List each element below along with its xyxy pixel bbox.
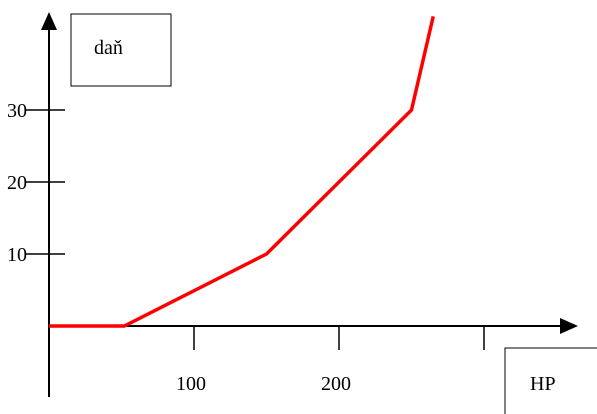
y-tick-label: 30	[7, 100, 27, 122]
xlabel-box	[504, 347, 597, 414]
ylabel-box	[70, 13, 172, 87]
tax-line	[49, 16, 435, 328]
x-tick-label: 200	[321, 373, 351, 395]
y-tick-label: 20	[7, 172, 27, 194]
x-tick-label: 100	[176, 373, 206, 395]
y-axis-arrow	[41, 12, 57, 30]
xlabel: HP	[530, 373, 556, 395]
y-tick-label: 10	[7, 244, 27, 266]
x-axis-arrow	[560, 318, 578, 334]
ylabel: daň	[94, 37, 123, 59]
